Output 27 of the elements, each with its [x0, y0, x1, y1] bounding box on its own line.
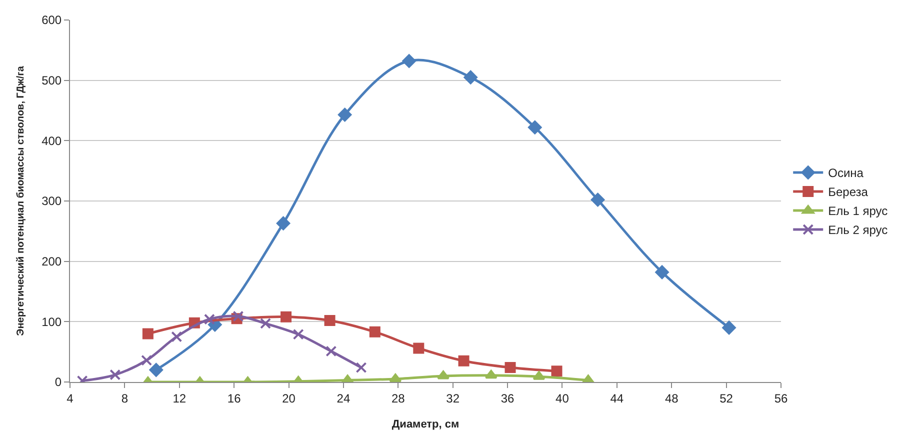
x-tick-label: 12 — [172, 391, 186, 406]
legend-label: Осина — [828, 166, 864, 180]
y-tick-label: 400 — [42, 134, 62, 148]
x-tick-label: 36 — [500, 391, 515, 406]
x-tick-label: 28 — [391, 391, 406, 406]
x-tick-label: 4 — [66, 391, 74, 406]
y-tick-label: 300 — [42, 194, 62, 208]
legend-label: Ель 2 ярус — [828, 223, 888, 238]
x-tick-label: 8 — [121, 391, 128, 406]
y-tick-label: 600 — [42, 13, 62, 28]
x-axis-title: Диаметр, см — [392, 418, 460, 431]
x-tick-label: 32 — [446, 391, 460, 406]
y-tick-label: 500 — [42, 74, 62, 88]
x-tick-label: 44 — [610, 391, 624, 406]
x-tick-label: 56 — [774, 391, 788, 406]
y-tick-label: 100 — [42, 314, 62, 329]
y-axis-title: Энергетический потенциал биомассы стволов, ГДж/га — [16, 66, 27, 336]
x-tick-label: 20 — [282, 391, 296, 406]
x-tick-label: 48 — [664, 391, 679, 406]
y-tick-label: 0 — [54, 375, 62, 390]
y-tick-label: 200 — [42, 254, 62, 269]
x-tick-label: 52 — [720, 391, 734, 406]
x-tick-label: 24 — [336, 391, 350, 406]
x-tick-label: 16 — [227, 391, 242, 406]
legend-label: Береза — [828, 185, 868, 200]
legend-label: Ель 1 ярус — [828, 204, 888, 218]
x-tick-label: 40 — [556, 391, 570, 406]
